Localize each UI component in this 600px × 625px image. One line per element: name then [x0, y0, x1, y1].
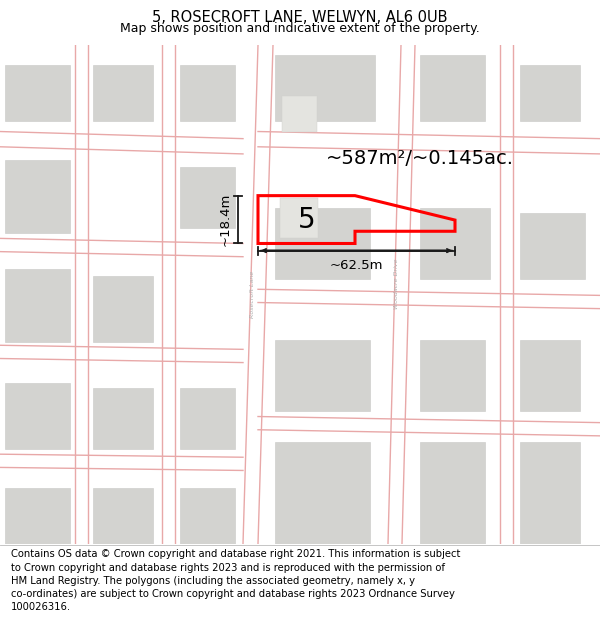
Bar: [520, 442, 580, 544]
Bar: [520, 213, 585, 279]
Text: ~62.5m: ~62.5m: [330, 259, 383, 272]
Bar: [180, 167, 235, 228]
Bar: [420, 208, 490, 279]
Bar: [520, 66, 580, 121]
Text: Rosecroft Lane: Rosecroft Lane: [251, 271, 256, 318]
Bar: [5, 269, 70, 342]
Text: 5, ROSECROFT LANE, WELWYN, AL6 0UB: 5, ROSECROFT LANE, WELWYN, AL6 0UB: [152, 10, 448, 25]
Text: Contains OS data © Crown copyright and database right 2021. This information is : Contains OS data © Crown copyright and d…: [11, 549, 460, 612]
Bar: [275, 442, 370, 544]
Text: ~18.4m: ~18.4m: [219, 193, 232, 246]
Bar: [275, 340, 370, 411]
Bar: [180, 388, 235, 449]
Bar: [275, 208, 370, 279]
Text: Woodacre Drive: Woodacre Drive: [395, 259, 400, 309]
Bar: [5, 383, 70, 449]
Bar: [282, 96, 317, 131]
Bar: [93, 66, 153, 121]
Text: ~587m²/~0.145ac.: ~587m²/~0.145ac.: [326, 149, 514, 169]
Text: Map shows position and indicative extent of the property.: Map shows position and indicative extent…: [120, 22, 480, 35]
Bar: [420, 340, 485, 411]
Bar: [420, 442, 485, 544]
Text: 5: 5: [298, 206, 316, 234]
Bar: [5, 160, 70, 233]
Bar: [420, 55, 485, 121]
Bar: [5, 66, 70, 121]
Bar: [180, 488, 235, 544]
Bar: [520, 340, 580, 411]
Bar: [5, 488, 70, 544]
Bar: [93, 488, 153, 544]
Bar: [93, 388, 153, 449]
Bar: [93, 276, 153, 342]
Bar: [280, 198, 318, 238]
Bar: [275, 55, 375, 121]
Bar: [180, 66, 235, 121]
